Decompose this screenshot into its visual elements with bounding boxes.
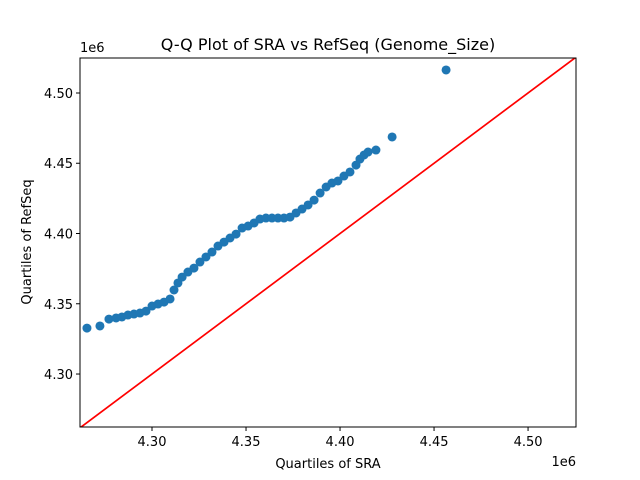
point <box>165 294 175 304</box>
point <box>333 176 343 186</box>
point <box>315 188 325 198</box>
y-offset-label: 1e6 <box>80 41 105 56</box>
axes-frame <box>79 57 577 428</box>
point <box>189 263 199 273</box>
plot-area <box>80 58 576 427</box>
x-tick-label: 4.45 <box>420 435 449 450</box>
y-axis-label: Quartiles of RefSeq <box>20 179 35 304</box>
y-tick-label: 4.50 <box>44 87 73 102</box>
reference-line <box>80 58 576 427</box>
point <box>371 145 381 155</box>
point <box>303 200 313 210</box>
point <box>201 252 211 262</box>
x-axis-label: Quartiles of SRA <box>275 457 380 472</box>
y-tick-label: 4.35 <box>44 298 73 313</box>
y-tick-label: 4.40 <box>44 228 73 243</box>
point <box>141 306 151 316</box>
x-tick-label: 4.30 <box>138 435 167 450</box>
point <box>177 272 187 282</box>
point <box>441 65 451 75</box>
y-tick-label: 4.45 <box>44 157 73 172</box>
point <box>387 132 397 142</box>
point <box>309 195 319 205</box>
point <box>363 147 373 157</box>
point <box>345 167 355 177</box>
point <box>169 285 179 295</box>
point <box>195 257 205 267</box>
x-tick-label: 4.35 <box>232 435 261 450</box>
point <box>231 229 241 239</box>
point <box>95 321 105 331</box>
x-tick-label: 4.40 <box>326 435 355 450</box>
chart-title: Q-Q Plot of SRA vs RefSeq (Genome_Size) <box>161 35 495 55</box>
point <box>207 247 217 257</box>
point <box>104 314 114 324</box>
x-tick-label: 4.50 <box>514 435 543 450</box>
y-tick-label: 4.30 <box>44 368 73 383</box>
x-offset-label: 1e6 <box>551 455 576 470</box>
point <box>82 323 92 333</box>
